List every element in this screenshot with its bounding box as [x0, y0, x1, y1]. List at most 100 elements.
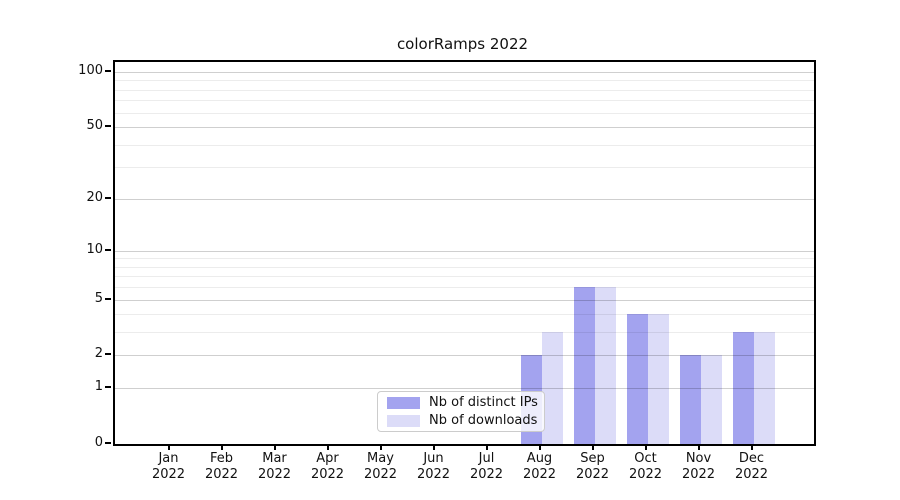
chart-title: colorRamps 2022	[396, 35, 529, 53]
y-tick-10	[105, 248, 111, 251]
x-tick-jun	[432, 444, 435, 450]
x-label-month: Jun	[423, 451, 444, 466]
x-tick-label-jun: Jun 2022	[404, 451, 464, 483]
x-label-month: Jan	[158, 451, 179, 466]
x-tick-label-sep: Sep 2022	[563, 451, 623, 483]
x-label-year: 2022	[151, 467, 186, 482]
x-tick-feb	[220, 444, 223, 450]
bar-distinct-ips-sep	[573, 287, 595, 444]
x-tick-label-jul: Jul 2022	[457, 451, 517, 483]
minor-gridline-9	[115, 258, 814, 260]
x-label-month: Aug	[526, 451, 553, 466]
y-tick-1	[105, 386, 111, 389]
y-tick-label-50: 50	[86, 118, 103, 134]
y-tick-label-100: 100	[78, 63, 103, 78]
x-tick-jul	[485, 444, 488, 450]
legend-swatch-distinct-ips	[387, 396, 420, 409]
x-label-year: 2022	[310, 467, 345, 482]
x-label-year: 2022	[681, 467, 716, 482]
x-label-month: Jul	[478, 451, 495, 466]
x-label-month: Feb	[209, 451, 234, 466]
x-label-month: Oct	[634, 451, 657, 466]
bar-distinct-ips-dec	[732, 332, 754, 444]
bar-distinct-ips-oct	[626, 314, 648, 444]
x-tick-label-apr: Apr 2022	[298, 451, 358, 483]
legend-entry-distinct-ips: Nb of distinct IPs	[387, 395, 544, 410]
plot-area	[113, 60, 816, 446]
x-label-month: Dec	[738, 451, 765, 466]
x-tick-apr	[326, 444, 329, 450]
minor-gridline-30	[115, 167, 814, 169]
minor-gridline-60	[115, 112, 814, 114]
legend-label-distinct-ips: Nb of distinct IPs	[429, 395, 538, 410]
y-tick-5	[105, 297, 111, 300]
x-tick-label-nov: Nov 2022	[669, 451, 729, 483]
y-tick-label-5: 5	[94, 290, 103, 306]
bar-downloads-sep	[594, 287, 616, 444]
x-label-year: 2022	[257, 467, 292, 482]
x-tick-label-feb: Feb 2022	[192, 451, 252, 483]
major-gridline-100	[115, 72, 814, 73]
minor-gridline-7	[115, 276, 814, 278]
y-tick-2	[105, 353, 111, 356]
major-gridline-10	[115, 250, 814, 252]
x-label-year: 2022	[469, 467, 504, 482]
x-label-year: 2022	[416, 467, 451, 482]
x-tick-label-oct: Oct 2022	[616, 451, 676, 483]
legend-swatch-downloads	[387, 414, 420, 427]
y-tick-label-20: 20	[86, 189, 103, 205]
minor-gridline-70	[115, 100, 814, 102]
x-label-year: 2022	[363, 467, 398, 482]
minor-gridline-8	[115, 266, 814, 268]
y-tick-label-10: 10	[86, 241, 103, 257]
x-tick-label-dec: Dec 2022	[722, 451, 782, 483]
x-label-month: Mar	[262, 451, 287, 466]
bar-downloads-dec	[753, 332, 775, 444]
x-tick-jan	[167, 444, 170, 450]
legend: Nb of distinct IPs Nb of downloads	[377, 391, 545, 432]
x-tick-label-mar: Mar 2022	[245, 451, 305, 483]
x-label-month: May	[367, 451, 394, 466]
y-tick-label-2: 2	[94, 346, 103, 362]
y-tick-50	[105, 125, 111, 128]
x-label-year: 2022	[575, 467, 610, 482]
minor-gridline-6	[115, 287, 814, 289]
x-label-month: Sep	[580, 451, 605, 466]
x-tick-label-jan: Jan 2022	[139, 451, 199, 483]
major-gridline-20	[115, 198, 814, 200]
x-label-month: Apr	[316, 451, 339, 466]
x-tick-aug	[538, 444, 541, 450]
major-gridline-50	[115, 127, 814, 129]
x-tick-oct	[644, 444, 647, 450]
x-tick-mar	[273, 444, 276, 450]
x-tick-sep	[591, 444, 594, 450]
x-tick-nov	[697, 444, 700, 450]
y-tick-label-1: 1	[94, 379, 103, 395]
minor-gridline-40	[115, 144, 814, 146]
x-tick-may	[379, 444, 382, 450]
minor-gridline-4	[115, 314, 814, 316]
bar-distinct-ips-nov	[679, 355, 701, 444]
legend-entry-downloads: Nb of downloads	[387, 413, 544, 428]
x-label-year: 2022	[734, 467, 769, 482]
bar-downloads-aug	[541, 332, 563, 444]
x-label-year: 2022	[204, 467, 239, 482]
x-label-month: Nov	[685, 451, 712, 466]
x-tick-dec	[750, 444, 753, 450]
x-label-year: 2022	[628, 467, 663, 482]
y-tick-label-0: 0	[94, 435, 103, 450]
y-tick-20	[105, 196, 111, 199]
bar-downloads-nov	[700, 355, 722, 444]
minor-gridline-80	[115, 89, 814, 91]
legend-label-downloads: Nb of downloads	[429, 413, 538, 428]
x-tick-label-may: May 2022	[351, 451, 411, 483]
x-label-year: 2022	[522, 467, 557, 482]
minor-gridline-90	[115, 80, 814, 82]
y-tick-0	[105, 442, 111, 444]
major-gridline-5	[115, 299, 814, 301]
y-tick-100	[105, 70, 111, 72]
x-tick-label-aug: Aug 2022	[510, 451, 570, 483]
minor-gridline-3	[115, 332, 814, 334]
bar-downloads-oct	[647, 314, 669, 444]
